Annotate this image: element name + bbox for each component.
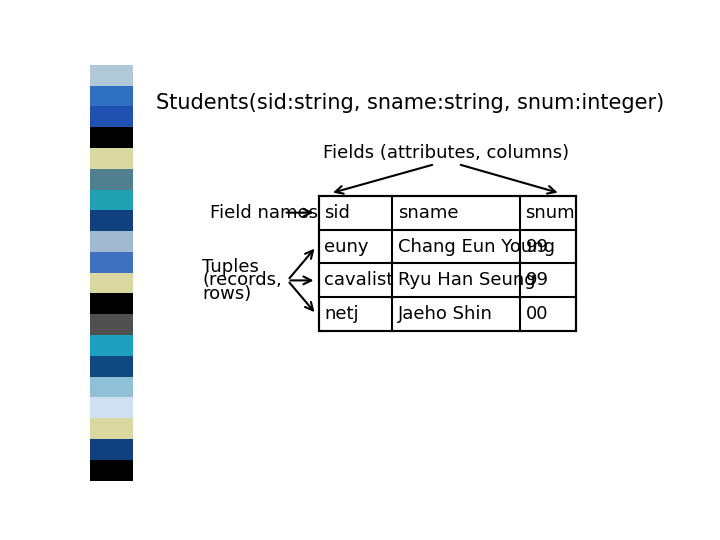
Text: snum: snum [526,204,575,221]
Bar [90,418,132,439]
Text: Students(sid:string, sname:string, snum:integer): Students(sid:string, sname:string, snum:… [156,93,664,113]
Text: 99: 99 [526,272,549,289]
Text: Chang Eun Young: Chang Eun Young [397,238,554,255]
Text: euny: euny [324,238,369,255]
Bar [90,377,132,397]
Bar [90,190,132,211]
Bar [90,439,132,460]
Bar [90,127,132,148]
Bar [319,195,576,331]
Bar [90,314,132,335]
Text: rows): rows) [202,285,251,303]
Text: sid: sid [324,204,350,221]
Text: Jaeho Shin: Jaeho Shin [397,305,492,323]
Bar [90,106,132,127]
Bar [90,210,132,231]
Bar [90,460,132,481]
Bar [90,168,132,190]
Text: netj: netj [324,305,359,323]
Text: Tuples: Tuples [202,258,259,275]
Bar [90,273,132,294]
Bar [90,397,132,418]
Text: Field names: Field names [210,204,318,221]
Bar [90,231,132,252]
Text: Fields (attributes, columns): Fields (attributes, columns) [323,144,570,163]
Bar [90,65,132,85]
Bar [90,85,132,106]
Bar [90,335,132,356]
Bar [90,294,132,314]
Text: sname: sname [397,204,458,221]
Bar [90,356,132,377]
Text: Ryu Han Seung: Ryu Han Seung [397,272,535,289]
Text: 99: 99 [526,238,549,255]
Bar [90,148,132,168]
Text: cavalist: cavalist [324,272,393,289]
Text: 00: 00 [526,305,548,323]
Text: (records,: (records, [202,272,282,289]
Bar [90,252,132,273]
